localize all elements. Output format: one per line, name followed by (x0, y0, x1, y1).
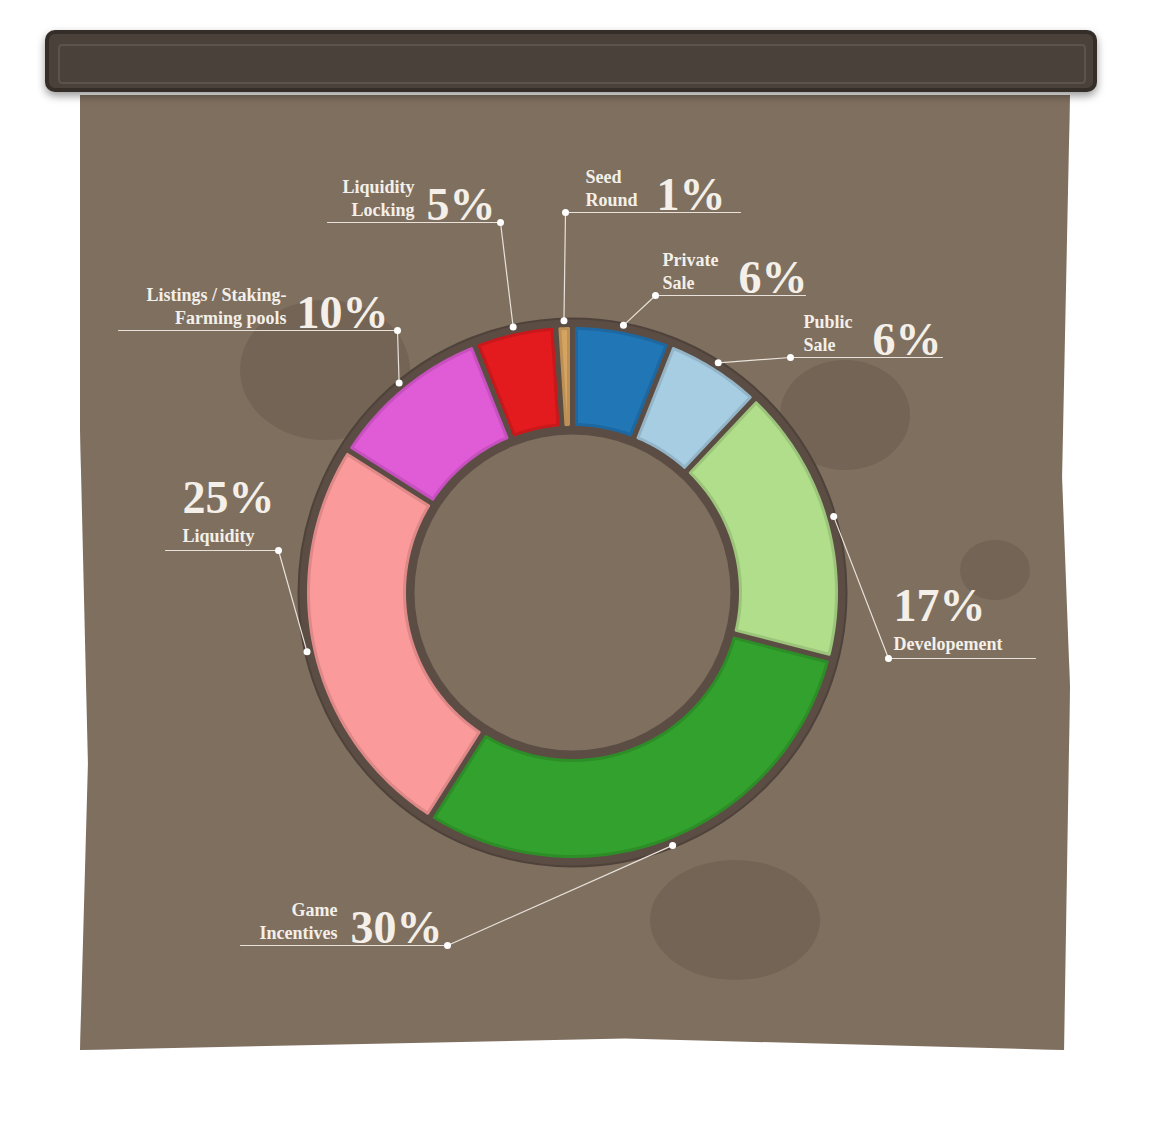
svg-text:SeedRound: SeedRound (586, 167, 638, 210)
svg-text:Developement: Developement (894, 634, 1003, 654)
svg-text:25%: 25% (183, 472, 275, 523)
svg-text:6%: 6% (873, 314, 942, 365)
svg-text:17%: 17% (894, 580, 986, 631)
svg-text:1%: 1% (657, 169, 726, 220)
svg-text:PublicSale: PublicSale (804, 312, 853, 355)
svg-text:Liquidity: Liquidity (183, 526, 255, 546)
svg-text:Listings / Staking-Farming poo: Listings / Staking-Farming pools (146, 285, 286, 328)
svg-text:6%: 6% (739, 252, 808, 303)
svg-text:LiquidityLocking: LiquidityLocking (342, 177, 414, 220)
svg-text:30%: 30% (351, 902, 443, 953)
svg-text:GameIncentives: GameIncentives (260, 900, 338, 943)
svg-text:PrivateSale: PrivateSale (663, 250, 719, 293)
svg-text:10%: 10% (297, 287, 389, 338)
svg-text:5%: 5% (427, 179, 496, 230)
